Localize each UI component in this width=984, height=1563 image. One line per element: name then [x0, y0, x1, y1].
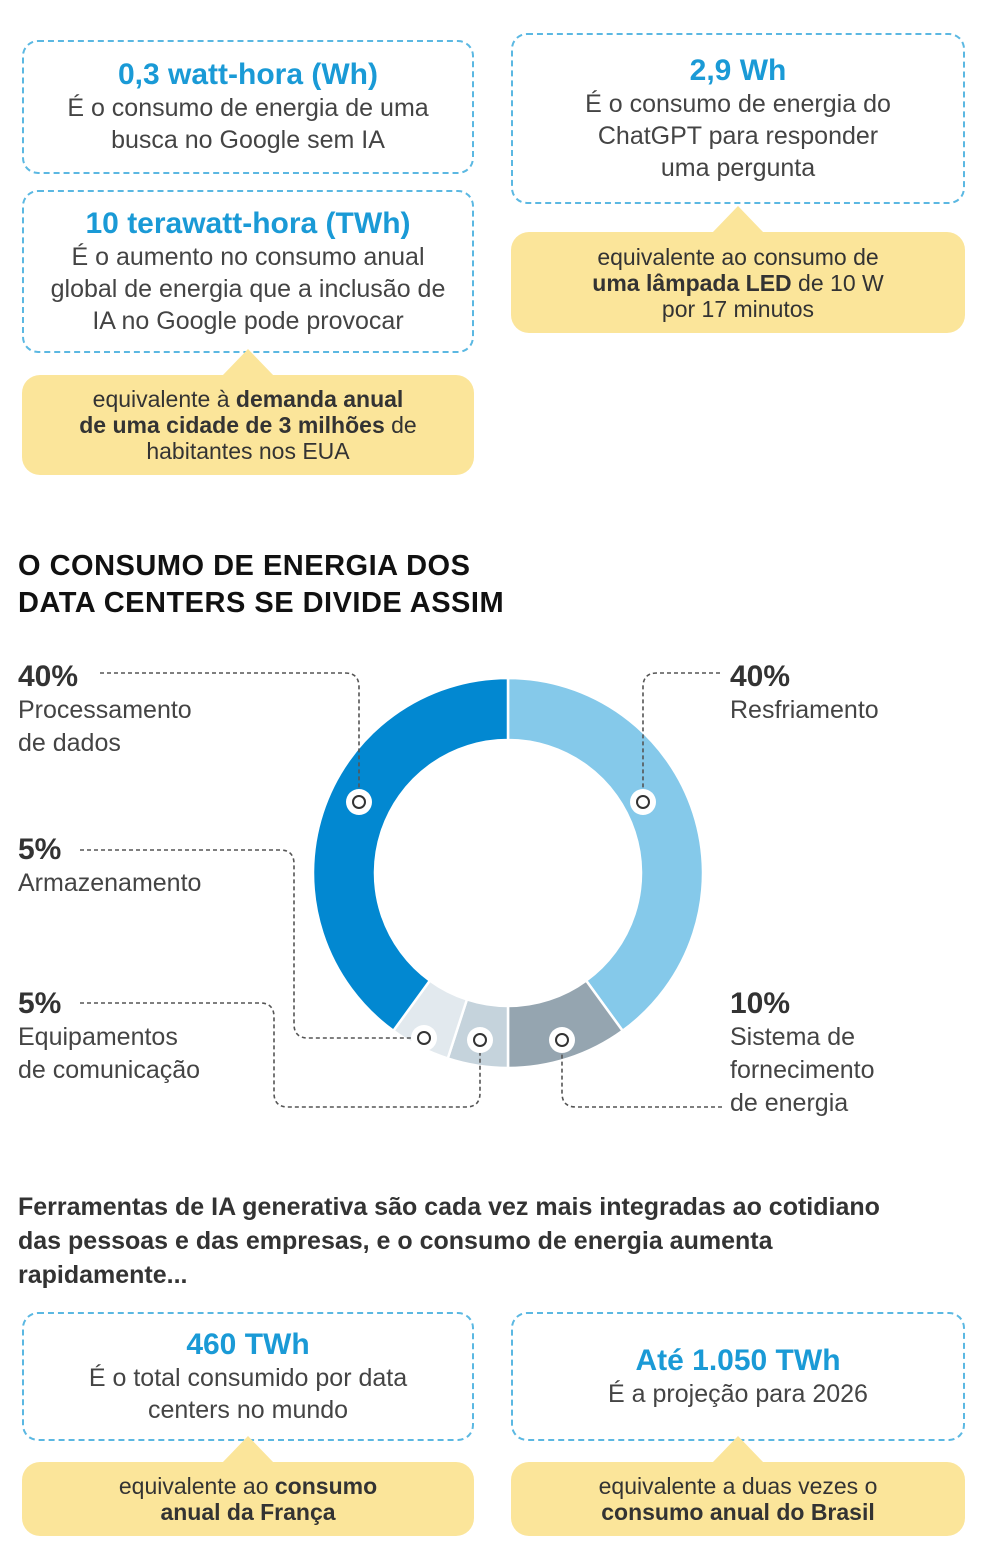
leader-resfriamento	[642, 672, 720, 802]
label-text: Processamento	[18, 696, 192, 724]
callout-france: equivalente ao consumo anual da França	[22, 1436, 474, 1536]
heading-line: O CONSUMO DE ENERGIA DOS	[18, 550, 471, 582]
heading-line: DATA CENTERS SE DIVIDE ASSIM	[18, 587, 505, 619]
stat-projection-2026: Até 1.050 TWh É a projeção para 2026	[511, 1312, 965, 1441]
leader-sistema-energia	[561, 1040, 722, 1108]
marker-dot	[352, 795, 366, 809]
label-text: Armazenamento	[18, 869, 202, 897]
stat-value: Até 1.050 TWh	[635, 1343, 841, 1377]
label-armazenamento: 5% Armazenamento	[18, 833, 201, 900]
leader-armazenamento	[80, 849, 424, 1039]
callout-city-demand: equivalente à demanda anual de uma cidad…	[22, 349, 474, 475]
callout-text: equivalente à	[92, 386, 236, 412]
callout-text: equivalente ao consumo de	[597, 243, 879, 270]
pct-label: 5%	[18, 987, 62, 1020]
callout-brazil: equivalente a duas vezes o consumo anual…	[511, 1436, 965, 1536]
stat-datacenters-total: 460 TWh É o total consumido por data cen…	[22, 1312, 474, 1441]
callout-led-lamp: equivalente ao consumo de uma lâmpada LE…	[511, 206, 965, 333]
donut-slice-processamento	[311, 676, 510, 1033]
stat-description: É o consumo de energia de uma busca no G…	[67, 94, 429, 154]
label-text: Resfriamento	[730, 696, 879, 724]
callout-text: consumo anual da França	[160, 1473, 378, 1525]
pct-label: 40%	[730, 660, 791, 693]
pct-label: 40%	[18, 660, 79, 693]
callout-text: de 10 W por 17 minutos	[661, 269, 884, 322]
callout-text: demanda anual de uma cidade de 3 milhões	[79, 386, 404, 438]
callout-text: uma lâmpada LED	[592, 269, 792, 296]
marker-dot	[555, 1033, 569, 1047]
label-processamento: 40% Processamento de dados	[18, 660, 192, 760]
label-text: Sistema de	[730, 1023, 856, 1051]
callout-text: equivalente ao	[118, 1473, 275, 1499]
label-text: fornecimento	[730, 1056, 875, 1084]
callout-text: de habitantes nos EUA	[146, 412, 417, 464]
stat-description: É o total consumido por data centers no …	[88, 1363, 408, 1424]
label-resfriamento: 40% Resfriamento	[730, 660, 879, 727]
marker-dot	[636, 795, 650, 809]
stat-description: É o consumo de energia do ChatGPT para r…	[585, 89, 891, 182]
label-text: de dados	[18, 729, 121, 757]
stat-google-search: 0,3 watt-hora (Wh) É o consumo de energi…	[22, 40, 474, 174]
intro-paragraph: Ferramentas de IA generativa são cada ve…	[18, 1193, 880, 1289]
stat-value: 460 TWh	[186, 1327, 310, 1361]
label-sistema-energia: 10% Sistema de fornecimento de energia	[730, 987, 875, 1120]
label-text: Equipamentos	[18, 1023, 178, 1051]
stat-value: 0,3 watt-hora (Wh)	[118, 58, 378, 91]
callout-text: equivalente a duas vezes o	[598, 1473, 878, 1499]
section-heading: O CONSUMO DE ENERGIA DOS DATA CENTERS SE…	[18, 548, 504, 622]
callout-text: consumo anual do Brasil	[601, 1499, 875, 1525]
stat-value: 10 terawatt-hora (TWh)	[85, 206, 411, 240]
label-text: de comunicação	[18, 1056, 201, 1084]
stat-description: É a projeção para 2026	[608, 1379, 868, 1408]
marker-dot	[417, 1031, 431, 1045]
pct-label: 5%	[18, 833, 62, 866]
stat-value: 2,9 Wh	[689, 53, 787, 87]
stat-chatgpt: 2,9 Wh É o consumo de energia do ChatGPT…	[511, 33, 965, 204]
label-equipamentos: 5% Equipamentos de comunicação	[18, 987, 200, 1087]
label-text: de energia	[730, 1089, 849, 1117]
pct-label: 10%	[730, 987, 791, 1020]
donut-slice-resfriamento	[506, 676, 705, 1033]
leader-processamento	[100, 672, 360, 802]
leader-equipamentos	[80, 1002, 481, 1108]
stat-description: É o aumento no consumo anual global de e…	[50, 242, 446, 335]
marker-dot	[473, 1033, 487, 1047]
